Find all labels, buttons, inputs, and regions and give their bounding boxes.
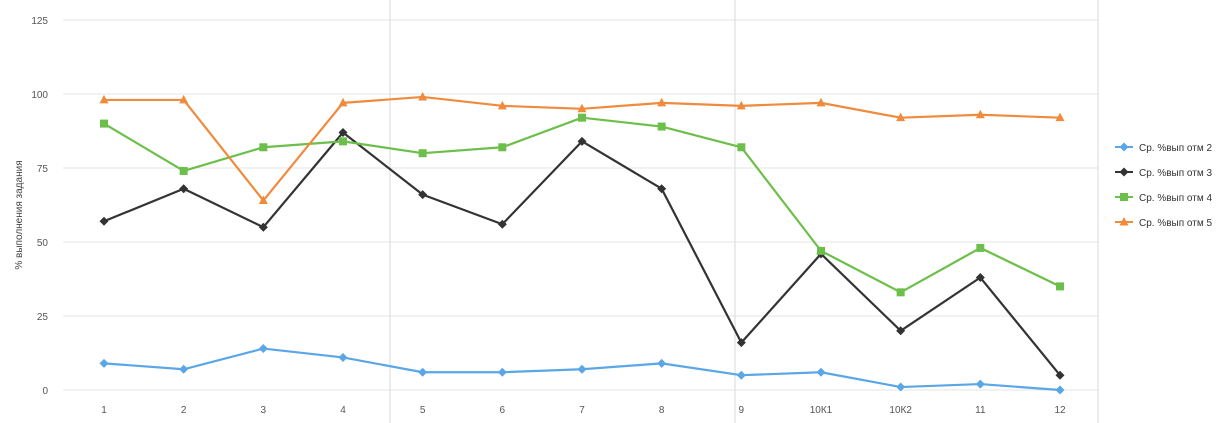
x-tick-label: 8: [659, 405, 665, 416]
x-tick-label: 12: [1054, 405, 1066, 416]
series-4: [99, 91, 1065, 205]
y-tick-label: 25: [37, 312, 49, 323]
data-point: [179, 94, 189, 104]
legend-swatch-marker: [1119, 142, 1129, 152]
data-point: [99, 358, 109, 368]
data-point: [1056, 282, 1064, 291]
x-tick-label: 1: [101, 405, 107, 416]
data-point: [497, 219, 507, 229]
y-tick-label: 75: [37, 164, 49, 175]
legend-label: Ср. %вып отм 3: [1139, 168, 1213, 179]
legend-label: Ср. %вып отм 5: [1139, 218, 1213, 229]
data-point: [657, 358, 667, 368]
x-tick-label: 3: [261, 405, 267, 416]
data-point: [100, 119, 108, 128]
series-group: [99, 91, 1065, 395]
series-line: [103, 131, 1061, 376]
x-tick-label: 9: [739, 405, 745, 416]
data-point: [896, 288, 905, 297]
y-axis-label: % выполнения задания: [14, 160, 25, 269]
data-point: [657, 97, 667, 107]
x-tick-label: 4: [340, 405, 346, 416]
data-point: [975, 109, 985, 119]
data-point: [975, 273, 985, 283]
series-2: [99, 127, 1065, 380]
data-point: [99, 94, 109, 104]
data-point: [338, 127, 348, 137]
series-1: [99, 344, 1065, 395]
data-point: [498, 143, 507, 152]
data-point: [816, 97, 826, 107]
legend-label: Ср. %вып отм 4: [1139, 193, 1213, 204]
data-point: [737, 143, 746, 152]
data-point: [99, 216, 109, 226]
data-point: [418, 149, 427, 158]
x-tick-label: 2: [181, 405, 187, 416]
plot-dividers: [389, 0, 1099, 423]
data-point: [179, 364, 189, 374]
data-point: [179, 166, 188, 175]
series-3: [100, 113, 1064, 297]
series-line: [104, 95, 1061, 202]
x-tick-label: 11: [975, 405, 986, 416]
data-point: [418, 190, 428, 200]
data-point: [577, 364, 587, 374]
x-tick-label: 10К1: [810, 405, 833, 416]
legend-swatch-marker: [1120, 193, 1128, 201]
data-point: [339, 137, 347, 146]
data-point: [736, 338, 746, 348]
data-point: [896, 382, 906, 392]
data-point: [578, 113, 586, 122]
data-point: [896, 112, 906, 122]
x-tick-label: 6: [500, 405, 506, 416]
legend-item: Ср. %вып отм 3: [1115, 167, 1213, 179]
data-point: [418, 367, 428, 377]
data-point: [817, 246, 825, 255]
x-axis-ticks: 1 2 3 4 5 6 7 8 9 10К1 10К2 11 12: [101, 405, 1066, 416]
data-point: [258, 195, 268, 205]
data-point: [1055, 370, 1065, 380]
legend-swatch-marker: [1119, 217, 1129, 226]
data-point: [497, 100, 507, 110]
data-point: [1055, 112, 1065, 122]
data-point: [577, 136, 587, 146]
data-point: [976, 243, 985, 252]
data-point: [258, 344, 268, 354]
data-point: [338, 97, 348, 107]
y-tick-label: 0: [42, 386, 48, 397]
data-point: [497, 367, 507, 377]
legend: Ср. %вып отм 2 Ср. %вып отм 3 Ср. %вып отм…: [1115, 142, 1213, 229]
data-point: [258, 222, 268, 232]
data-point: [816, 367, 826, 377]
data-point: [1055, 385, 1065, 395]
y-tick-label: 50: [37, 238, 49, 249]
y-tick-label: 125: [31, 16, 48, 27]
data-point: [657, 122, 666, 131]
data-point: [418, 91, 428, 101]
x-tick-label: 5: [420, 405, 426, 416]
legend-item: Ср. %вып отм 2: [1115, 142, 1213, 154]
legend-swatch-marker: [1119, 167, 1129, 177]
data-point: [179, 184, 189, 194]
data-point: [736, 100, 746, 110]
data-point: [338, 352, 348, 362]
data-point: [259, 143, 268, 152]
data-point: [736, 370, 746, 380]
x-tick-label: 7: [579, 405, 585, 416]
legend-label: Ср. %вып отм 2: [1139, 143, 1213, 154]
x-tick-label: 10К2: [889, 405, 912, 416]
grid: [63, 19, 1098, 391]
y-tick-label: 100: [31, 90, 48, 101]
legend-item: Ср. %вып отм 5: [1115, 217, 1213, 229]
data-point: [896, 326, 906, 336]
data-point: [577, 103, 587, 113]
data-point: [657, 184, 667, 194]
y-axis-ticks: 0 25 50 75 100 125: [31, 16, 48, 397]
legend-item: Ср. %вып отм 4: [1115, 193, 1213, 204]
data-point: [975, 379, 985, 389]
